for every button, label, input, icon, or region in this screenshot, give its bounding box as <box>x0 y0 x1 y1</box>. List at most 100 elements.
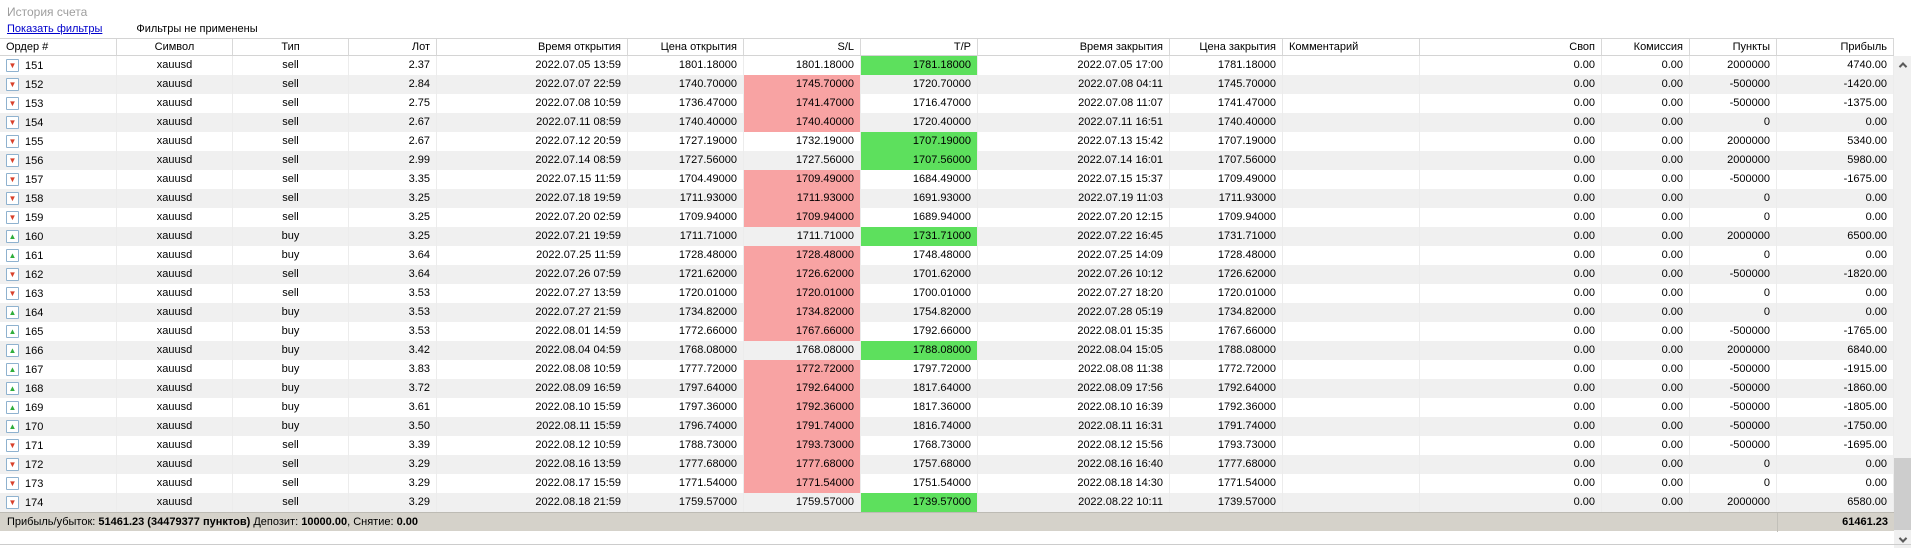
history-row[interactable]: ▼ 152 xauusd sell 2.84 2022.07.07 22:59 1740.7… <box>0 75 1894 94</box>
scrollbar-track[interactable] <box>1894 73 1911 531</box>
cell-type: sell <box>233 436 349 455</box>
summary-segment: Депозит: <box>250 516 302 528</box>
cell-close_price: 1740.40000 <box>1170 113 1283 132</box>
history-row[interactable]: ▼ 153 xauusd sell 2.75 2022.07.08 10:59 1736.4… <box>0 94 1894 113</box>
cell-swap: 0.00 <box>1420 284 1602 303</box>
history-row[interactable]: ▼ 173 xauusd sell 3.29 2022.08.17 15:59 1771.5… <box>0 474 1894 493</box>
buy-order-icon: ▲ <box>6 401 19 414</box>
history-row[interactable]: ▼ 158 xauusd sell 3.25 2022.07.18 19:59 1711.9… <box>0 189 1894 208</box>
order-number: 172 <box>25 458 44 471</box>
history-row[interactable]: ▲ 167 xauusd buy 3.83 2022.08.08 10:59 1777.72… <box>0 360 1894 379</box>
history-row[interactable]: ▲ 165 xauusd buy 3.53 2022.08.01 14:59 1772.66… <box>0 322 1894 341</box>
scrollbar-down-button[interactable] <box>1894 531 1911 548</box>
cell-lot: 3.61 <box>349 398 437 417</box>
cell-open_price: 1797.64000 <box>628 379 744 398</box>
cell-open_time: 2022.07.07 22:59 <box>437 75 628 94</box>
history-row[interactable]: ▲ 161 xauusd buy 3.64 2022.07.25 11:59 1728.48… <box>0 246 1894 265</box>
column-header-points[interactable]: Пункты <box>1690 39 1777 55</box>
order-direction-arrow: ▲ <box>8 250 17 260</box>
cell-profit: -1420.00 <box>1777 75 1894 94</box>
cell-close_time: 2022.07.14 16:01 <box>978 151 1170 170</box>
scrollbar-up-button[interactable] <box>1894 56 1911 73</box>
cell-open_price: 1721.62000 <box>628 265 744 284</box>
cell-order: ▲ 160 <box>0 227 117 246</box>
history-row[interactable]: ▼ 155 xauusd sell 2.67 2022.07.12 20:59 1727.1… <box>0 132 1894 151</box>
summary-segment: 51461.23 (34479377 пунктов) <box>98 516 251 528</box>
cell-open_time: 2022.07.11 08:59 <box>437 113 628 132</box>
history-row[interactable]: ▲ 166 xauusd buy 3.42 2022.08.04 04:59 1768.08… <box>0 341 1894 360</box>
cell-points: 2000000 <box>1690 493 1777 512</box>
column-header-type[interactable]: Тип <box>233 39 349 55</box>
history-row[interactable]: ▲ 168 xauusd buy 3.72 2022.08.09 16:59 1797.64… <box>0 379 1894 398</box>
cell-sl: 1709.49000 <box>744 170 861 189</box>
history-row[interactable]: ▼ 157 xauusd sell 3.35 2022.07.15 11:59 1704.4… <box>0 170 1894 189</box>
cell-sl: 1792.36000 <box>744 398 861 417</box>
column-header-sl[interactable]: S/L <box>744 39 861 55</box>
history-row[interactable]: ▲ 164 xauusd buy 3.53 2022.07.27 21:59 1734.82… <box>0 303 1894 322</box>
column-header-tp[interactable]: T/P <box>861 39 978 55</box>
history-row[interactable]: ▲ 170 xauusd buy 3.50 2022.08.11 15:59 1796.74… <box>0 417 1894 436</box>
cell-tp: 1754.82000 <box>861 303 978 322</box>
cell-lot: 3.35 <box>349 170 437 189</box>
column-header-commission[interactable]: Комиссия <box>1602 39 1690 55</box>
sell-order-icon: ▼ <box>6 135 19 148</box>
cell-order: ▲ 169 <box>0 398 117 417</box>
history-row[interactable]: ▼ 156 xauusd sell 2.99 2022.07.14 08:59 1727.5… <box>0 151 1894 170</box>
column-header-lot[interactable]: Лот <box>349 39 437 55</box>
cell-commission: 0.00 <box>1602 189 1690 208</box>
cell-commission: 0.00 <box>1602 493 1690 512</box>
history-row[interactable]: ▼ 172 xauusd sell 3.29 2022.08.16 13:59 1777.6… <box>0 455 1894 474</box>
cell-sl: 1711.93000 <box>744 189 861 208</box>
cell-profit: -1860.00 <box>1777 379 1894 398</box>
cell-commission: 0.00 <box>1602 208 1690 227</box>
summary-segment: Прибыль/убыток: <box>7 516 99 528</box>
cell-open_time: 2022.08.10 15:59 <box>437 398 628 417</box>
sell-order-icon: ▼ <box>6 97 19 110</box>
column-header-close_time[interactable]: Время закрытия <box>978 39 1170 55</box>
history-row[interactable]: ▼ 154 xauusd sell 2.67 2022.07.11 08:59 1740.4… <box>0 113 1894 132</box>
column-header-comment[interactable]: Комментарий <box>1283 39 1420 55</box>
show-filters-link[interactable]: Показать фильтры <box>7 23 103 35</box>
cell-open_price: 1727.19000 <box>628 132 744 151</box>
history-row[interactable]: ▼ 162 xauusd sell 3.64 2022.07.26 07:59 1721.6… <box>0 265 1894 284</box>
cell-type: sell <box>233 455 349 474</box>
order-direction-arrow: ▼ <box>8 79 17 89</box>
column-header-close_price[interactable]: Цена закрытия <box>1170 39 1283 55</box>
cell-comment <box>1283 379 1420 398</box>
sell-order-icon: ▼ <box>6 477 19 490</box>
cell-sl: 1728.48000 <box>744 246 861 265</box>
column-header-open_price[interactable]: Цена открытия <box>628 39 744 55</box>
cell-type: sell <box>233 94 349 113</box>
cell-open_time: 2022.08.16 13:59 <box>437 455 628 474</box>
cell-tp: 1689.94000 <box>861 208 978 227</box>
scrollbar-thumb[interactable] <box>1894 458 1911 530</box>
cell-type: sell <box>233 493 349 512</box>
cell-lot: 3.83 <box>349 360 437 379</box>
history-row[interactable]: ▼ 163 xauusd sell 3.53 2022.07.27 13:59 1720.0… <box>0 284 1894 303</box>
cell-order: ▼ 156 <box>0 151 117 170</box>
column-header-profit[interactable]: Прибыль <box>1777 39 1894 55</box>
buy-order-icon: ▲ <box>6 382 19 395</box>
cell-profit: -1820.00 <box>1777 265 1894 284</box>
order-direction-arrow: ▲ <box>8 326 17 336</box>
cell-open_price: 1711.71000 <box>628 227 744 246</box>
column-header-symbol[interactable]: Символ <box>117 39 233 55</box>
history-row[interactable]: ▼ 151 xauusd sell 2.37 2022.07.05 13:59 1801.1… <box>0 56 1894 75</box>
cell-points: -500000 <box>1690 265 1777 284</box>
cell-open_time: 2022.07.18 19:59 <box>437 189 628 208</box>
order-number: 171 <box>25 439 44 452</box>
vertical-scrollbar[interactable] <box>1894 56 1911 548</box>
cell-close_price: 1745.70000 <box>1170 75 1283 94</box>
cell-comment <box>1283 417 1420 436</box>
column-header-open_time[interactable]: Время открытия <box>437 39 628 55</box>
history-row[interactable]: ▲ 160 xauusd buy 3.25 2022.07.21 19:59 1711.71… <box>0 227 1894 246</box>
history-row[interactable]: ▲ 169 xauusd buy 3.61 2022.08.10 15:59 1797.36… <box>0 398 1894 417</box>
column-header-order[interactable]: Ордер # <box>0 39 117 55</box>
column-header-swap[interactable]: Своп <box>1420 39 1602 55</box>
cell-commission: 0.00 <box>1602 56 1690 75</box>
history-row[interactable]: ▼ 159 xauusd sell 3.25 2022.07.20 02:59 1709.9… <box>0 208 1894 227</box>
history-row[interactable]: ▼ 174 xauusd sell 3.29 2022.08.18 21:59 1759.5… <box>0 493 1894 512</box>
history-row[interactable]: ▼ 171 xauusd sell 3.39 2022.08.12 10:59 1788.7… <box>0 436 1894 455</box>
order-direction-arrow: ▼ <box>8 459 17 469</box>
cell-commission: 0.00 <box>1602 227 1690 246</box>
